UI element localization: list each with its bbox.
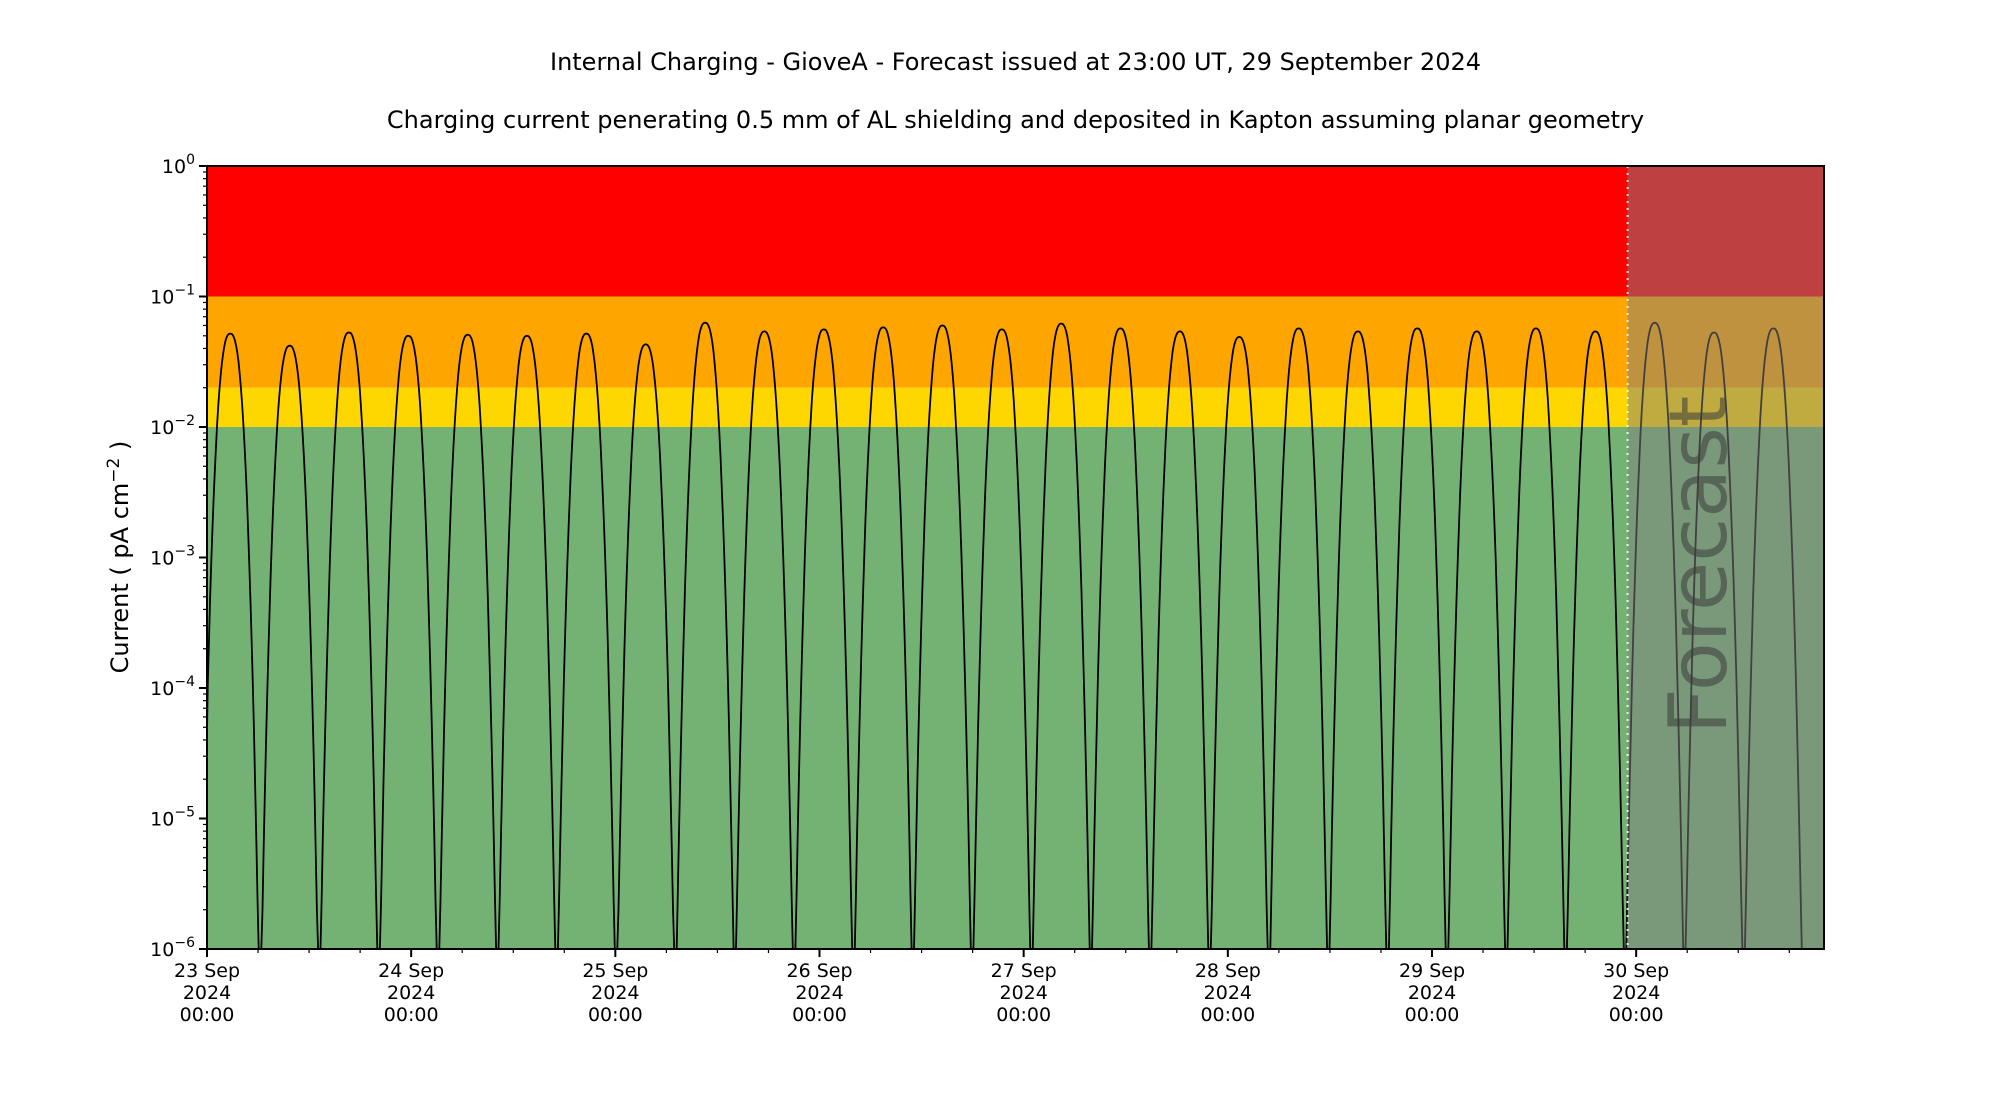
current-series-line — [206, 321, 1824, 950]
y-tick-label: 100 — [162, 152, 195, 178]
x-tick-label: 27 Sep 2024 00:00 — [991, 960, 1057, 1026]
x-tick-label: 29 Sep 2024 00:00 — [1399, 960, 1465, 1026]
band-green-safe — [207, 427, 1824, 949]
y-tick-label: 10−4 — [150, 674, 195, 700]
x-tick-label: 25 Sep 2024 00:00 — [582, 960, 648, 1026]
x-tick-label: 28 Sep 2024 00:00 — [1195, 960, 1261, 1026]
band-orange-alert — [207, 296, 1824, 388]
chart-subtitle: Charging current penerating 0.5 mm of AL… — [386, 106, 1645, 134]
x-tick-label: 30 Sep 2024 00:00 — [1603, 960, 1669, 1026]
band-red-alert — [207, 166, 1824, 297]
x-tick-label: 23 Sep 2024 00:00 — [174, 960, 240, 1026]
forecast-watermark: Forecast — [1652, 396, 1745, 735]
y-axis-label: Current ( pA cm−2 ) — [104, 441, 134, 674]
x-tick-label: 26 Sep 2024 00:00 — [786, 960, 852, 1026]
forecast-overlay — [1627, 166, 1824, 949]
chart-title: Internal Charging - GioveA - Forecast is… — [549, 48, 1482, 76]
y-tick-label: 10−2 — [150, 413, 195, 439]
y-tick-label: 10−3 — [150, 544, 195, 570]
x-tick-label: 24 Sep 2024 00:00 — [378, 960, 444, 1026]
y-tick-label: 10−6 — [150, 935, 195, 961]
y-tick-label: 10−1 — [150, 283, 195, 309]
y-tick-label: 10−5 — [150, 805, 195, 831]
